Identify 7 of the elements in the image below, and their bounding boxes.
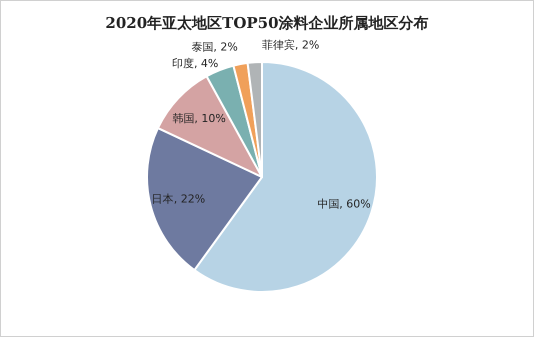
slice-label: 韩国, 10% <box>172 112 226 125</box>
slice-label: 日本, 22% <box>152 192 206 206</box>
chart-title: 2020年亚太地区TOP50涂料企业所属地区分布 <box>105 14 429 32</box>
slice-label: 菲律宾, 2% <box>262 38 320 52</box>
slice-label: 中国, 60% <box>317 198 371 211</box>
slice-label: 印度, 4% <box>172 56 218 70</box>
slice-label: 泰国, 2% <box>191 40 238 54</box>
